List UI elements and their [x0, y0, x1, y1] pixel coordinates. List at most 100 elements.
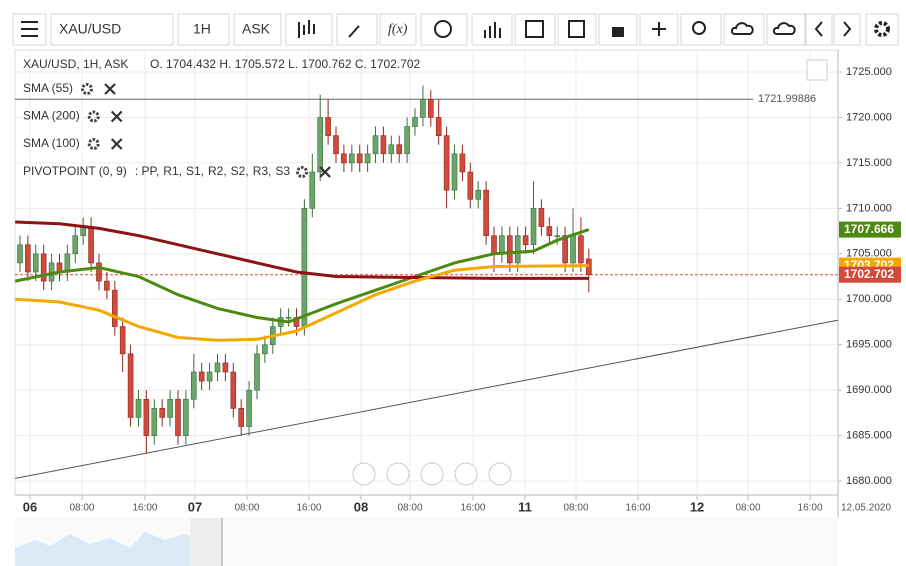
candle-body: [206, 371, 213, 382]
menu-icon: [21, 21, 38, 37]
candle-body: [459, 153, 466, 173]
candle-body: [214, 362, 221, 373]
indicator-name: SMA (200): [23, 109, 80, 123]
series-layer: 1721.99886: [14, 85, 838, 479]
candle-body: [159, 408, 165, 418]
candle-body: [25, 244, 31, 273]
sma-line: [14, 228, 590, 324]
prev-button[interactable]: [805, 13, 833, 46]
maximize-button[interactable]: [806, 59, 828, 81]
calendar-button[interactable]: [514, 13, 556, 46]
candle-body: [514, 235, 521, 264]
candle-body: [127, 353, 134, 418]
zoom-button[interactable]: [680, 13, 722, 46]
candle-body: [451, 153, 458, 191]
trend-line: [15, 319, 838, 479]
indicator-name: SMA (100): [23, 136, 80, 150]
price-label: 1707.666: [844, 222, 894, 236]
cloud-down-icon: [772, 22, 796, 35]
candle-body: [349, 153, 355, 164]
info-button[interactable]: [420, 13, 468, 46]
zoom-out[interactable]: [386, 462, 410, 486]
symbol-box[interactable]: [50, 13, 174, 46]
scroll-right[interactable]: [488, 462, 512, 486]
candle-body: [546, 226, 553, 236]
ohlc-text: O. 1704.432 H. 1705.572 L. 1700.762 C. 1…: [150, 57, 421, 71]
x-tick-label: 08:00: [564, 503, 589, 514]
scroll-left[interactable]: [352, 462, 376, 486]
candle-body: [507, 235, 513, 264]
candle-body: [325, 117, 331, 136]
y-tick-label: 1725.000: [846, 66, 892, 78]
x-tick-label: 11: [518, 499, 532, 514]
candle-body: [72, 235, 79, 255]
zoom-icon: [692, 21, 706, 35]
candle-body: [356, 153, 363, 164]
candle-body: [364, 153, 371, 164]
candle-body: [420, 98, 426, 118]
x-tick-label: 08:00: [69, 503, 94, 514]
candle-body: [167, 398, 173, 418]
candle-body: [538, 208, 545, 227]
calendar-icon: [525, 20, 544, 38]
candle-body: [428, 98, 434, 118]
y-tick-label: 1690.000: [846, 384, 892, 396]
price-label: 1702.702: [844, 267, 894, 281]
settings-icon[interactable]: [87, 138, 100, 150]
settings-icon[interactable]: [87, 110, 100, 123]
navigator-area: [15, 532, 205, 566]
candle-body: [380, 135, 387, 155]
lock-button[interactable]: [598, 13, 638, 46]
candle-body: [183, 398, 189, 436]
remove-icon[interactable]: [104, 83, 116, 95]
function-button[interactable]: [379, 13, 417, 46]
next-button[interactable]: [833, 13, 861, 46]
candle-body: [467, 171, 474, 200]
legend: SMA (55) SMA (200) SMA (100) PIVOTPOINT (0,…: [23, 81, 331, 178]
pivot-part: S2,: [231, 164, 249, 178]
candle-body: [372, 135, 379, 155]
timeframe-button[interactable]: [177, 13, 230, 46]
x-tick-label: 12: [690, 499, 704, 514]
toolbar: XAU/USD 1H ASK f(x): [12, 13, 899, 46]
pencil-icon: [348, 25, 360, 38]
bars-button[interactable]: [471, 13, 513, 46]
pivot-part: R2,: [208, 164, 227, 178]
reset-zoom[interactable]: [420, 462, 444, 486]
upload-button[interactable]: [723, 13, 765, 46]
pivot-part: S3: [275, 164, 290, 178]
settings-icon[interactable]: [296, 166, 309, 178]
remove-icon[interactable]: [319, 166, 331, 178]
zoom-in[interactable]: [454, 462, 478, 486]
x-tick-label: 06: [23, 499, 37, 514]
candle-body: [254, 353, 260, 391]
navigator-handle[interactable]: [190, 518, 222, 566]
pivot-part: S1,: [186, 164, 204, 178]
candle-body: [483, 189, 489, 236]
candle-body: [17, 244, 23, 264]
download-button[interactable]: [766, 13, 806, 46]
y-tick-label: 1715.000: [846, 157, 892, 169]
candle-body: [175, 398, 181, 436]
candle-body: [578, 235, 584, 264]
prev-icon: [814, 21, 823, 37]
candle-body: [262, 344, 268, 355]
settings-button[interactable]: [865, 13, 899, 46]
y-tick-label: 1685.000: [846, 430, 892, 442]
candle-body: [562, 235, 568, 264]
sma-line: [15, 264, 589, 342]
chart-type-icon: [298, 20, 315, 38]
candle-body: [96, 262, 102, 282]
x-tick-label: 08:00: [735, 503, 760, 514]
y-tick-label: 1695.000: [846, 339, 892, 351]
candle-body: [190, 371, 197, 400]
remove-icon[interactable]: [110, 110, 123, 123]
candle-body: [111, 289, 118, 327]
x-tick-label: 16:00: [132, 503, 157, 514]
price-side-button[interactable]: [233, 13, 282, 46]
candle-body: [230, 371, 237, 409]
remove-icon[interactable]: [110, 138, 123, 150]
report-button[interactable]: [557, 13, 597, 46]
settings-icon[interactable]: [81, 83, 94, 95]
